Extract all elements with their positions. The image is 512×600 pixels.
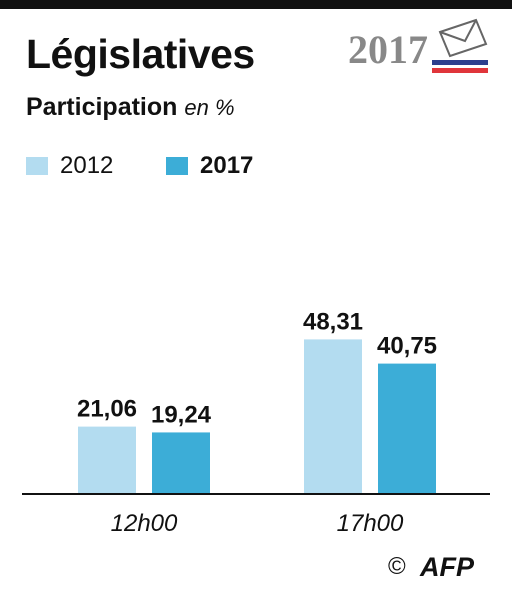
data-label-2012-17h00: 48,31 [303,308,363,335]
legend-swatch-2012 [26,157,48,175]
legend-label-2017: 2017 [200,152,254,179]
elections-2017-logo: 2017 [348,18,488,73]
envelope-icon [438,18,488,58]
afp-logo: AFP [419,552,475,582]
subtitle-main: Participation [26,93,178,121]
x-tick-label-12h00: 12h00 [111,510,178,537]
chart-subtitle: Participation en % [26,90,235,125]
chart-title: Législatives [26,31,255,77]
logo-year-text: 2017 [348,27,428,72]
x-tick-label-17h00: 17h00 [337,510,404,537]
bar-chart: 21,06 19,24 12h00 48,31 40,75 17h00 [22,308,490,537]
bar-2017-12h00 [152,432,210,494]
bar-2012-12h00 [78,426,136,494]
top-bar [0,0,512,9]
flag-stripe-red [432,68,488,73]
data-label-2017-12h00: 19,24 [151,401,212,428]
footer: © AFP [388,550,498,584]
data-label-2017-17h00: 40,75 [377,333,437,360]
legend-label-2012: 2012 [60,152,114,179]
bar-2017-17h00 [378,363,436,494]
subtitle-unit: en % [184,95,235,120]
copyright-symbol: © [388,553,406,580]
flag-stripe-blue [432,60,488,65]
data-label-2012-12h00: 21,06 [77,396,137,423]
afp-logo-text: AFP [419,552,475,582]
bar-2012-17h00 [304,339,362,494]
legend-swatch-2017 [166,157,188,175]
